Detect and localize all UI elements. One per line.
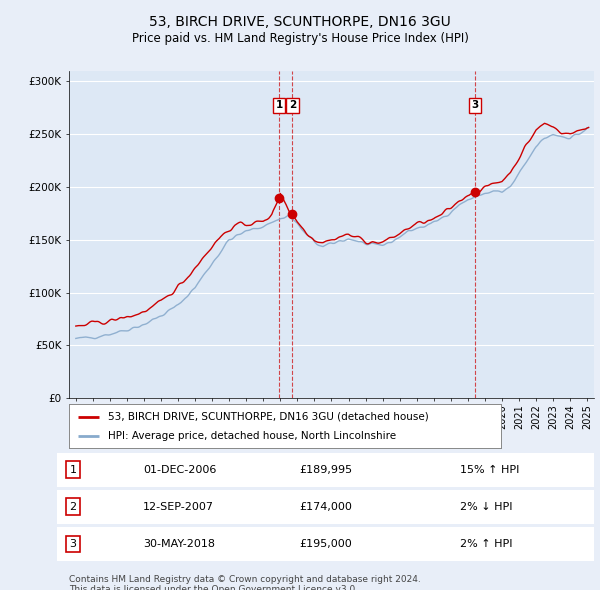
Text: HPI: Average price, detached house, North Lincolnshire: HPI: Average price, detached house, Nort… xyxy=(108,431,396,441)
Text: 2% ↑ HPI: 2% ↑ HPI xyxy=(460,539,512,549)
Text: Contains HM Land Registry data © Crown copyright and database right 2024.: Contains HM Land Registry data © Crown c… xyxy=(69,575,421,584)
Text: 2: 2 xyxy=(289,100,296,110)
Text: £189,995: £189,995 xyxy=(299,465,352,474)
Text: 2: 2 xyxy=(70,502,77,512)
Text: 1: 1 xyxy=(275,100,283,110)
Text: £174,000: £174,000 xyxy=(299,502,352,512)
Text: 53, BIRCH DRIVE, SCUNTHORPE, DN16 3GU: 53, BIRCH DRIVE, SCUNTHORPE, DN16 3GU xyxy=(149,15,451,29)
Text: 2% ↓ HPI: 2% ↓ HPI xyxy=(460,502,512,512)
Text: 3: 3 xyxy=(70,539,77,549)
Text: This data is licensed under the Open Government Licence v3.0.: This data is licensed under the Open Gov… xyxy=(69,585,358,590)
Text: £195,000: £195,000 xyxy=(299,539,352,549)
Text: 15% ↑ HPI: 15% ↑ HPI xyxy=(460,465,519,474)
Text: 12-SEP-2007: 12-SEP-2007 xyxy=(143,502,214,512)
Text: Price paid vs. HM Land Registry's House Price Index (HPI): Price paid vs. HM Land Registry's House … xyxy=(131,32,469,45)
Text: 53, BIRCH DRIVE, SCUNTHORPE, DN16 3GU (detached house): 53, BIRCH DRIVE, SCUNTHORPE, DN16 3GU (d… xyxy=(108,412,428,421)
Text: 01-DEC-2006: 01-DEC-2006 xyxy=(143,465,216,474)
Text: 1: 1 xyxy=(70,465,77,474)
Text: 3: 3 xyxy=(471,100,478,110)
Text: 30-MAY-2018: 30-MAY-2018 xyxy=(143,539,215,549)
